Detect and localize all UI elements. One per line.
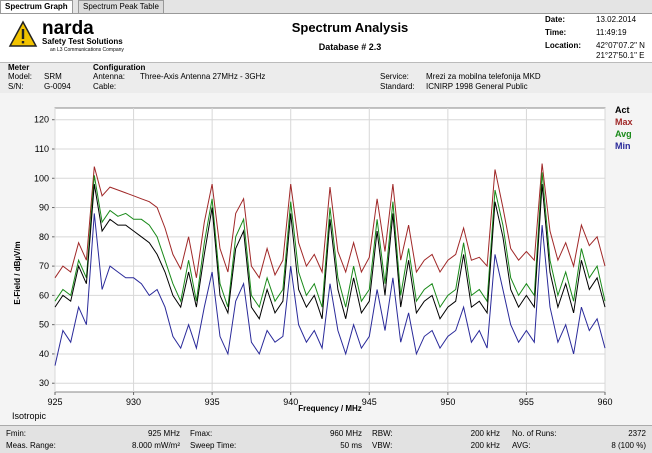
y-tick-label: 60 (39, 290, 49, 300)
y-tick-label: 110 (35, 144, 49, 154)
label: Service: (380, 72, 409, 81)
value: 11:49:19 (596, 28, 627, 37)
x-tick-label: 955 (519, 397, 534, 407)
y-tick-label: 120 (34, 115, 49, 125)
label: Fmin: (6, 429, 26, 438)
y-tick-label: 80 (39, 232, 49, 242)
x-tick-label: 930 (126, 397, 141, 407)
label: RBW: (372, 429, 393, 438)
x-tick-label: 935 (205, 397, 220, 407)
value: 200 kHz (470, 441, 500, 450)
value: Three-Axis Antenna 27MHz - 3GHz (140, 72, 266, 81)
legend-entry: Max (615, 117, 633, 127)
y-axis-title: E-Field / dBµV/m (13, 241, 22, 304)
x-axis-title: Frequency / MHz (298, 404, 362, 413)
value: Mrezi za mobilna telefonija MKD (426, 72, 541, 81)
info-panel (0, 62, 652, 94)
label: Meas. Range: (6, 441, 56, 450)
y-tick-label: 70 (39, 261, 49, 271)
report-title: Spectrum Analysis (291, 20, 409, 35)
value: 8.000 mW/m² (131, 441, 180, 450)
label: S/N: (8, 82, 24, 91)
chart: E-Field / dBµV/m Frequency / MHz Isotrop… (0, 93, 652, 425)
label: Model: (8, 72, 33, 81)
report-subtitle: Database # 2.3 (318, 42, 382, 52)
value: 50 ms (340, 441, 362, 450)
label: Time: (545, 28, 567, 37)
label: No. of Runs: (512, 429, 557, 438)
y-tick-label: 40 (39, 349, 49, 359)
label: Date: (545, 15, 566, 24)
logo-icon (8, 20, 38, 47)
value: 42°07'07.2" N (596, 41, 645, 50)
section-title: Meter (8, 63, 30, 72)
y-tick-label: 50 (39, 320, 49, 330)
value: 13.02.2014 (596, 15, 637, 24)
x-tick-label: 940 (283, 397, 298, 407)
value: SRM (44, 72, 62, 81)
x-tick-label: 960 (597, 397, 612, 407)
brand-company: an L3 Communications Company (50, 47, 124, 53)
note: Isotropic (12, 411, 47, 421)
series-line (54, 184, 606, 320)
legend-entry: Act (615, 105, 630, 115)
tab[interactable]: Spectrum Graph (0, 0, 73, 13)
legend-entry: Avg (615, 129, 632, 139)
y-tick-label: 90 (39, 203, 49, 213)
x-tick-label: 925 (47, 397, 62, 407)
value: 21°27'50.1" E (596, 51, 645, 60)
brand-sub: Safety Test Solutions (42, 37, 123, 46)
label: AVG: (512, 441, 531, 450)
x-tick-label: 950 (440, 397, 455, 407)
section-title: Configuration (93, 63, 146, 72)
label: Fmax: (190, 429, 213, 438)
y-tick-label: 30 (39, 378, 49, 388)
label: Location: (545, 41, 581, 50)
label: Standard: (380, 82, 415, 91)
value: ICNIRP 1998 General Public (426, 82, 528, 91)
value: 8 (100 %) (611, 441, 646, 450)
status-panel (0, 425, 652, 453)
value: 200 kHz (470, 429, 500, 438)
x-tick-label: 945 (362, 397, 377, 407)
tab[interactable]: Spectrum Peak Table (78, 0, 164, 13)
label: Antenna: (93, 72, 126, 81)
value: G-0094 (44, 82, 71, 91)
label: VBW: (372, 441, 393, 450)
plot-area (54, 107, 606, 393)
value: 2372 (628, 429, 646, 438)
series-line (54, 213, 606, 366)
series-line (54, 163, 606, 279)
label: Sweep Time: (190, 441, 237, 450)
label: Cable: (93, 82, 117, 91)
brand: narda (42, 18, 94, 39)
value: 960 MHz (329, 429, 362, 438)
value: 925 MHz (147, 429, 180, 438)
y-tick-label: 100 (34, 173, 49, 183)
series-line (54, 172, 606, 309)
legend-entry: Min (615, 141, 631, 151)
